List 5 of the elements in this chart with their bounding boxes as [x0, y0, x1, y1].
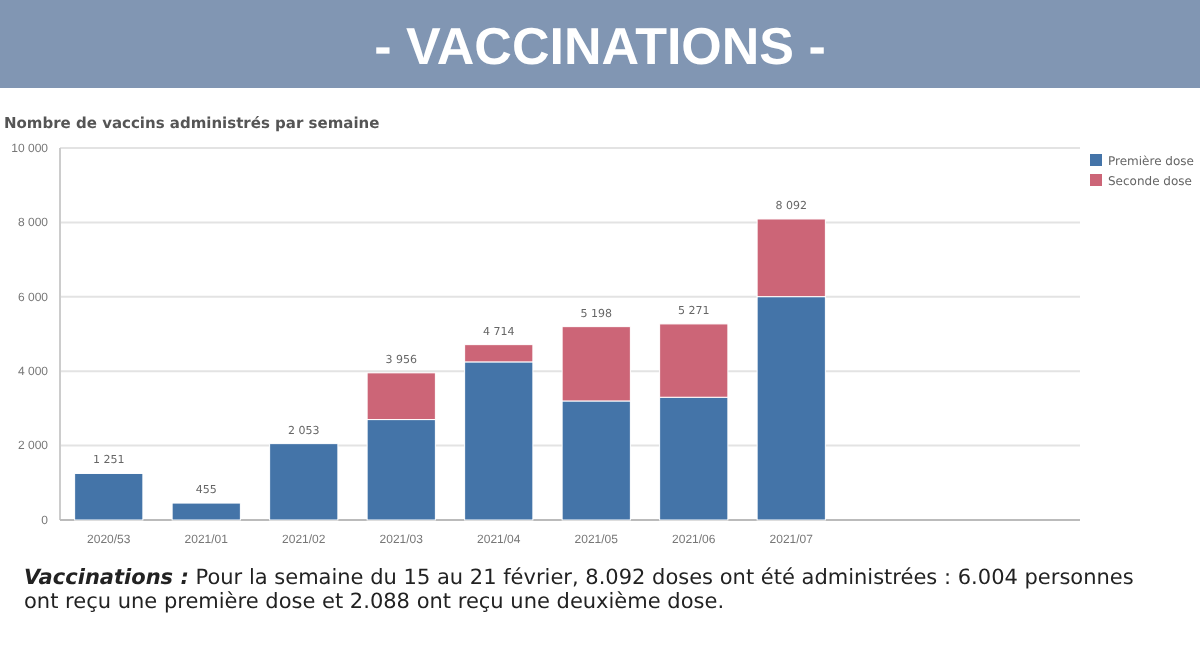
bar [74, 472, 144, 521]
text: Vaccinations : Pour la semaine du 15 au 21 février, 8.092 doses ont été administrées : 6.004 personnes ont reçu une première dose et 2.088 ont reçu une deuxième dose. [24, 566, 1134, 614]
bar [171, 502, 241, 521]
bar [269, 443, 339, 521]
chart-title: - VACCINATIONS - [374, 16, 826, 76]
